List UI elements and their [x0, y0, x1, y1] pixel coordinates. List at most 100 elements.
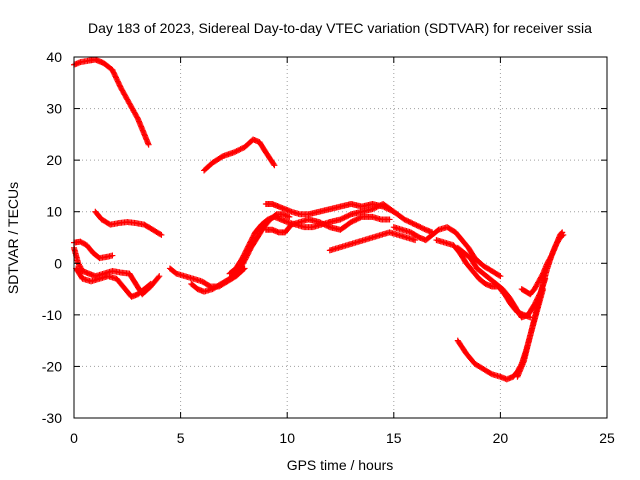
series-arc-12: [326, 229, 419, 254]
x-tick-label: 10: [279, 430, 295, 446]
data-point: [349, 218, 356, 225]
data-point: [406, 219, 413, 226]
data-point: [409, 220, 416, 227]
series-arc-13: [326, 200, 436, 236]
data-point: [421, 226, 428, 233]
data-point: [316, 219, 323, 226]
data-point: [497, 273, 504, 280]
data-point: [234, 147, 241, 154]
data-point: [158, 231, 165, 238]
y-tick-label: 40: [46, 49, 62, 65]
data-point: [354, 215, 361, 222]
data-point: [230, 149, 237, 156]
series-arc-3: [92, 208, 165, 238]
series-arc-1: [71, 56, 152, 148]
y-tick-label: -10: [42, 307, 62, 323]
y-tick-label: 0: [54, 255, 62, 271]
y-tick-label: 20: [46, 152, 62, 168]
data-point: [413, 222, 420, 229]
data-point: [373, 204, 380, 211]
data-point: [374, 203, 381, 210]
data-point: [352, 217, 359, 224]
x-tick-label: 5: [177, 430, 185, 446]
series-arc-6: [73, 265, 154, 300]
data-point: [345, 212, 352, 219]
data-point: [369, 206, 376, 213]
data-point: [372, 204, 379, 211]
data-point: [145, 141, 152, 148]
data-point: [324, 222, 331, 229]
data-point: [405, 218, 412, 225]
data-point: [487, 370, 494, 377]
data-point: [412, 221, 419, 228]
data-point: [322, 222, 329, 229]
data-point: [321, 221, 328, 228]
data-point: [412, 237, 419, 244]
series-arc-19: [518, 231, 567, 298]
data-point: [401, 216, 408, 223]
y-tick-label: 10: [46, 204, 62, 220]
data-point: [408, 219, 415, 226]
data-point: [402, 217, 409, 224]
data-point: [232, 148, 239, 155]
axis-ticks: 0 5 10 15 20 25 -30 -20 -10 0 10 20 30 40: [42, 49, 615, 446]
y-tick-label: -20: [42, 358, 62, 374]
y-tick-label: 30: [46, 101, 62, 117]
data-point: [416, 223, 423, 230]
data-point: [414, 222, 421, 229]
series-arc-2: [201, 136, 278, 174]
data-point: [386, 216, 393, 223]
data-point: [418, 224, 425, 231]
chart-title: Day 183 of 2023, Sidereal Day-to-day VTE…: [88, 20, 592, 36]
data-point: [340, 215, 347, 222]
data-points-layer: [71, 56, 567, 383]
data-point: [353, 216, 360, 223]
data-point: [342, 213, 349, 220]
plot-frame: [73, 56, 608, 419]
data-point: [348, 219, 355, 226]
series-arc-4: [71, 238, 116, 262]
data-point: [157, 231, 164, 238]
x-tick-label: 15: [386, 430, 402, 446]
series-arc-11: [262, 213, 393, 236]
data-point: [156, 273, 163, 280]
data-point: [237, 146, 244, 153]
x-tick-label: 25: [599, 430, 615, 446]
series-arc-14: [390, 224, 504, 280]
data-point: [341, 214, 348, 221]
data-point: [560, 231, 567, 238]
data-point: [346, 211, 353, 218]
data-point: [344, 213, 351, 220]
data-point: [559, 232, 566, 239]
data-point: [325, 223, 332, 230]
data-point: [417, 224, 424, 231]
y-tick-label: -30: [42, 410, 62, 426]
data-point: [376, 202, 383, 209]
data-point: [356, 215, 363, 222]
data-point: [320, 220, 327, 227]
data-point: [155, 274, 162, 281]
data-point: [271, 162, 278, 169]
y-axis-label: SDTVAR / TECUs: [5, 182, 21, 294]
data-point: [337, 216, 344, 223]
data-point: [357, 214, 364, 221]
data-point: [496, 272, 503, 279]
data-point: [146, 281, 153, 288]
data-point: [236, 146, 243, 153]
data-point: [317, 219, 324, 226]
data-point: [286, 213, 293, 220]
x-tick-label: 0: [70, 430, 78, 446]
data-point: [338, 215, 345, 222]
data-point: [270, 161, 277, 168]
data-point: [420, 225, 427, 232]
data-point: [318, 220, 325, 227]
data-point: [233, 148, 240, 155]
x-tick-label: 20: [493, 430, 509, 446]
data-point: [109, 252, 116, 259]
data-point: [350, 217, 357, 224]
data-point: [404, 217, 411, 224]
data-point: [370, 205, 377, 212]
data-point: [238, 145, 245, 152]
